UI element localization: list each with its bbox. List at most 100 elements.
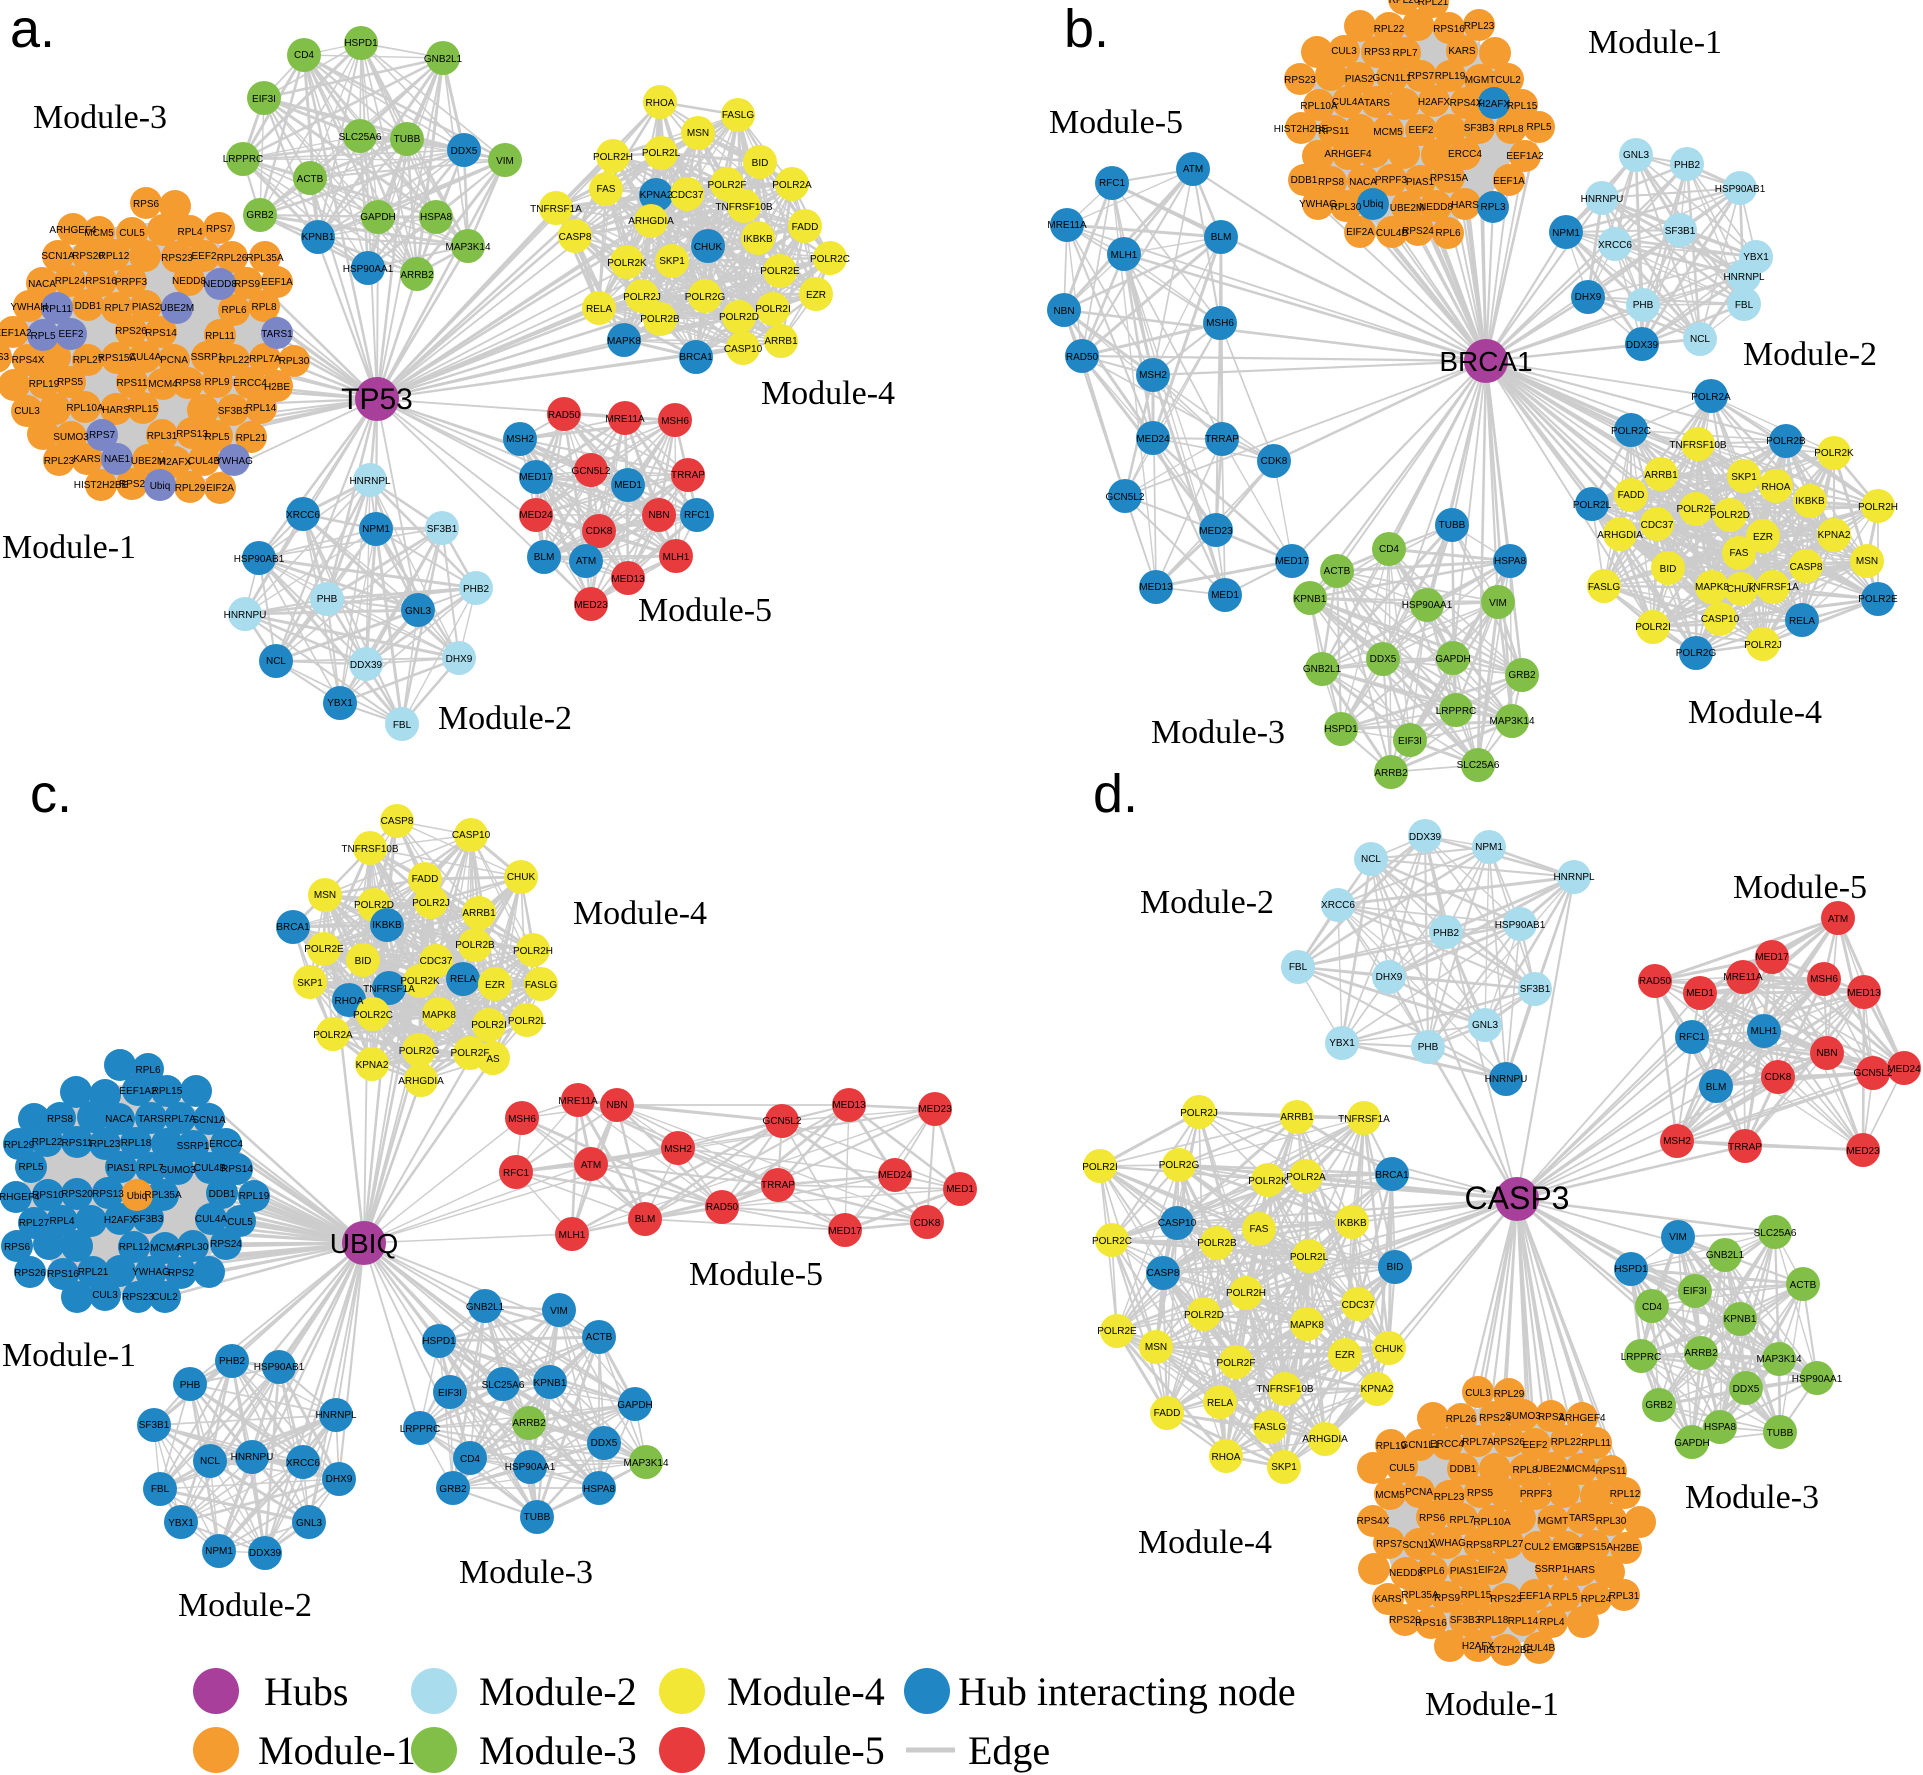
svg-text:HNRNPU: HNRNPU [231, 1452, 274, 1463]
svg-text:CUL5: CUL5 [1389, 1463, 1415, 1474]
svg-text:RPS26: RPS26 [1493, 1437, 1525, 1448]
svg-text:TRRAP: TRRAP [671, 470, 705, 481]
svg-text:RPL10A: RPL10A [66, 403, 104, 414]
svg-text:CDC37: CDC37 [1641, 520, 1674, 531]
svg-text:CASP8: CASP8 [559, 232, 592, 243]
svg-text:SF3B3: SF3B3 [1450, 1615, 1481, 1626]
svg-text:RPL12: RPL12 [99, 251, 130, 262]
svg-text:MAPK8: MAPK8 [422, 1010, 456, 1021]
svg-text:DDB1: DDB1 [1450, 1464, 1477, 1475]
svg-text:RFC1: RFC1 [503, 1168, 530, 1179]
svg-text:CHUK: CHUK [1727, 584, 1756, 595]
svg-text:MED13: MED13 [832, 1100, 866, 1111]
svg-text:NBN: NBN [1816, 1048, 1837, 1059]
svg-text:SCN1A: SCN1A [192, 1115, 226, 1126]
svg-text:EEF1A2: EEF1A2 [0, 328, 32, 339]
svg-text:MSH6: MSH6 [508, 1114, 536, 1125]
svg-text:MRE11A: MRE11A [558, 1096, 598, 1107]
svg-text:RPS4X: RPS4X [1450, 98, 1483, 109]
svg-text:EIF3I: EIF3I [438, 1388, 462, 1399]
svg-text:AS: AS [486, 1054, 500, 1065]
svg-text:CUL2: CUL2 [1495, 75, 1521, 86]
svg-text:ATM: ATM [1828, 914, 1848, 925]
svg-text:UBIQ: UBIQ [330, 1228, 398, 1259]
svg-text:RPL6: RPL6 [221, 305, 246, 316]
svg-text:ARRB2: ARRB2 [512, 1418, 546, 1429]
svg-text:ARRB2: ARRB2 [1374, 768, 1408, 779]
svg-text:H2AFX: H2AFX [104, 1215, 137, 1226]
svg-text:POLR2E: POLR2E [1858, 594, 1898, 605]
svg-text:RPS11: RPS11 [117, 378, 148, 389]
svg-text:RPL23: RPL23 [1464, 21, 1495, 32]
svg-text:RFC1: RFC1 [1099, 178, 1126, 189]
svg-text:CD4: CD4 [1379, 544, 1399, 555]
svg-text:MAP3K14: MAP3K14 [623, 1458, 668, 1469]
svg-text:SSRP1: SSRP1 [177, 1141, 210, 1152]
svg-text:NPM1: NPM1 [205, 1546, 233, 1557]
svg-text:CDK8: CDK8 [586, 526, 613, 537]
svg-text:MED17: MED17 [828, 1226, 862, 1237]
svg-text:RPL23: RPL23 [1434, 1492, 1465, 1503]
svg-text:RAD50: RAD50 [1639, 976, 1672, 987]
svg-text:YWHAG: YWHAG [1299, 199, 1337, 210]
svg-text:HSP90AA1: HSP90AA1 [343, 264, 394, 275]
svg-text:MSH2: MSH2 [1139, 370, 1167, 381]
svg-text:b.: b. [1064, 0, 1109, 59]
svg-text:SF3B3: SF3B3 [1464, 123, 1495, 134]
svg-text:HNRNPU: HNRNPU [1581, 194, 1624, 205]
svg-text:RPL12: RPL12 [1610, 1489, 1641, 1500]
svg-text:RPL15: RPL15 [152, 1086, 183, 1097]
svg-text:RHOA: RHOA [1762, 482, 1791, 493]
svg-text:GAPDH: GAPDH [360, 212, 396, 223]
svg-text:EEF1A2: EEF1A2 [1506, 151, 1544, 162]
svg-text:ARHGDIA: ARHGDIA [1597, 530, 1643, 541]
svg-text:RPS7: RPS7 [206, 224, 233, 235]
svg-text:RPS10: RPS10 [32, 1190, 64, 1201]
svg-text:MCM5: MCM5 [84, 228, 114, 239]
svg-text:IKBKB: IKBKB [743, 234, 773, 245]
svg-text:CUL4B: CUL4B [194, 1163, 227, 1174]
svg-text:PHB2: PHB2 [1674, 160, 1701, 171]
svg-text:Edge: Edge [968, 1728, 1050, 1773]
svg-text:CASP3: CASP3 [1465, 1180, 1570, 1216]
svg-text:POLR2G: POLR2G [1159, 1160, 1200, 1171]
svg-text:Module-5: Module-5 [1049, 104, 1183, 141]
svg-text:TNFRSF1A: TNFRSF1A [530, 204, 582, 215]
svg-text:RPL8: RPL8 [251, 302, 276, 313]
svg-text:RPL7: RPL7 [138, 1163, 163, 1174]
svg-text:PHB: PHB [317, 594, 338, 605]
svg-text:FASLG: FASLG [525, 980, 557, 991]
svg-text:RPL21: RPL21 [1418, 0, 1449, 8]
svg-text:SKP1: SKP1 [297, 978, 323, 989]
svg-text:DDX5: DDX5 [1370, 654, 1397, 665]
svg-text:MAPK8: MAPK8 [1290, 1320, 1324, 1331]
svg-text:RPL10A: RPL10A [1300, 101, 1338, 112]
svg-text:MED23: MED23 [574, 600, 608, 611]
svg-text:CUL2: CUL2 [1524, 1542, 1550, 1553]
svg-text:HSPD1: HSPD1 [422, 1336, 456, 1347]
svg-text:RHOA: RHOA [1212, 1452, 1241, 1463]
svg-text:GAPDH: GAPDH [617, 1400, 653, 1411]
svg-text:DDX5: DDX5 [451, 146, 478, 157]
svg-text:MED23: MED23 [918, 1104, 952, 1115]
svg-text:RPL24: RPL24 [1581, 1594, 1612, 1605]
svg-text:POLR2D: POLR2D [1710, 510, 1750, 521]
svg-text:NCL: NCL [1690, 334, 1710, 345]
svg-text:CD4: CD4 [294, 50, 314, 61]
svg-text:DHX9: DHX9 [446, 654, 473, 665]
svg-text:PRPF3: PRPF3 [1375, 175, 1408, 186]
svg-text:CD4: CD4 [1642, 1302, 1662, 1313]
svg-text:SF3B1: SF3B1 [1665, 226, 1696, 237]
svg-text:GNB2L1: GNB2L1 [1706, 1250, 1745, 1261]
svg-text:KPNB1: KPNB1 [1724, 1314, 1757, 1325]
svg-text:MED17: MED17 [519, 472, 553, 483]
svg-text:BRCA1: BRCA1 [1439, 346, 1532, 377]
svg-text:DDB1: DDB1 [75, 301, 102, 312]
svg-text:RPL7A: RPL7A [1462, 1437, 1494, 1448]
svg-text:RPL14: RPL14 [246, 403, 277, 414]
svg-text:RPS6: RPS6 [4, 1242, 31, 1253]
svg-text:POLR2I: POLR2I [1082, 1162, 1118, 1173]
svg-text:HSP90AB1: HSP90AB1 [1715, 184, 1766, 195]
svg-text:POLR2F: POLR2F [451, 1048, 490, 1059]
svg-text:POLR2B: POLR2B [1197, 1238, 1237, 1249]
